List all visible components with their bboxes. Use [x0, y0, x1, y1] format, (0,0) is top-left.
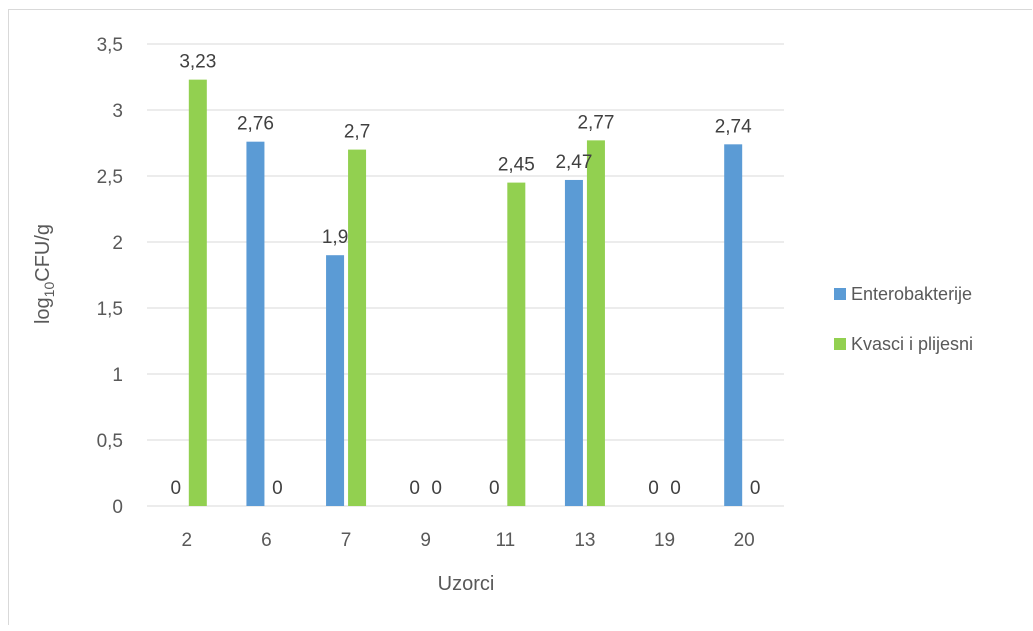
y-tick-label: 2: [112, 233, 123, 254]
x-axis-title: Uzorci: [438, 573, 495, 595]
bar: [246, 141, 265, 506]
x-tick-label: 11: [495, 530, 515, 551]
x-tick-label: 20: [734, 530, 755, 551]
x-tick-label: 13: [574, 530, 595, 551]
legend-label: Enterobakterije: [851, 284, 972, 304]
y-tick-label: 0: [112, 497, 123, 518]
data-label: 2,45: [498, 155, 535, 176]
bar: [188, 79, 207, 506]
x-tick-label: 7: [341, 530, 352, 551]
data-label: 2,76: [237, 114, 274, 135]
y-tick-label: 1: [112, 365, 123, 386]
y-tick-label: 3: [112, 101, 123, 122]
bar: [507, 182, 526, 506]
bar: [348, 149, 367, 506]
y-tick-label: 0,5: [97, 431, 123, 452]
data-label: 1,9: [322, 227, 348, 248]
legend: Enterobakterije Kvasci i plijesni: [834, 284, 973, 354]
bar: [586, 140, 605, 507]
bars: [188, 79, 743, 507]
data-label: 2,77: [577, 112, 614, 133]
y-axis-title: log10CFU/g: [32, 224, 57, 324]
bar: [724, 144, 743, 506]
x-tick-label: 2: [182, 530, 193, 551]
data-label: 2,47: [555, 152, 592, 173]
x-tick-label: 19: [654, 530, 675, 551]
x-tick-label: 6: [261, 530, 272, 551]
data-label: 2,74: [715, 116, 752, 137]
legend-label: Kvasci i plijesni: [851, 334, 973, 354]
data-label: 0: [489, 478, 500, 499]
data-label: 2,7: [344, 122, 370, 143]
data-label: 0: [750, 478, 761, 499]
data-label: 0: [272, 478, 283, 499]
x-axis-ticks: 2 6 7 9 11 13 19 20: [182, 530, 755, 551]
legend-swatch: [834, 338, 846, 350]
y-axis-ticks: 0 0,5 1 1,5 2 2,5 3 3,5: [97, 35, 123, 518]
data-label: 0: [431, 478, 442, 499]
legend-swatch: [834, 288, 846, 300]
data-label: 0: [409, 478, 420, 499]
y-tick-label: 3,5: [97, 35, 123, 56]
data-label: 0: [648, 478, 659, 499]
chart-frame: 0 0,5 1 1,5 2 2,5 3 3,5 0 3,23 2,76 0 1,9 2,7 0 0 0 2,45…: [8, 9, 1032, 625]
x-tick-label: 9: [420, 530, 431, 551]
bar: [564, 179, 583, 506]
data-label: 3,23: [179, 52, 216, 73]
y-tick-label: 2,5: [97, 167, 123, 188]
y-tick-label: 1,5: [97, 299, 123, 320]
data-label: 0: [171, 478, 182, 499]
bar: [326, 255, 345, 506]
data-label: 0: [670, 478, 681, 499]
